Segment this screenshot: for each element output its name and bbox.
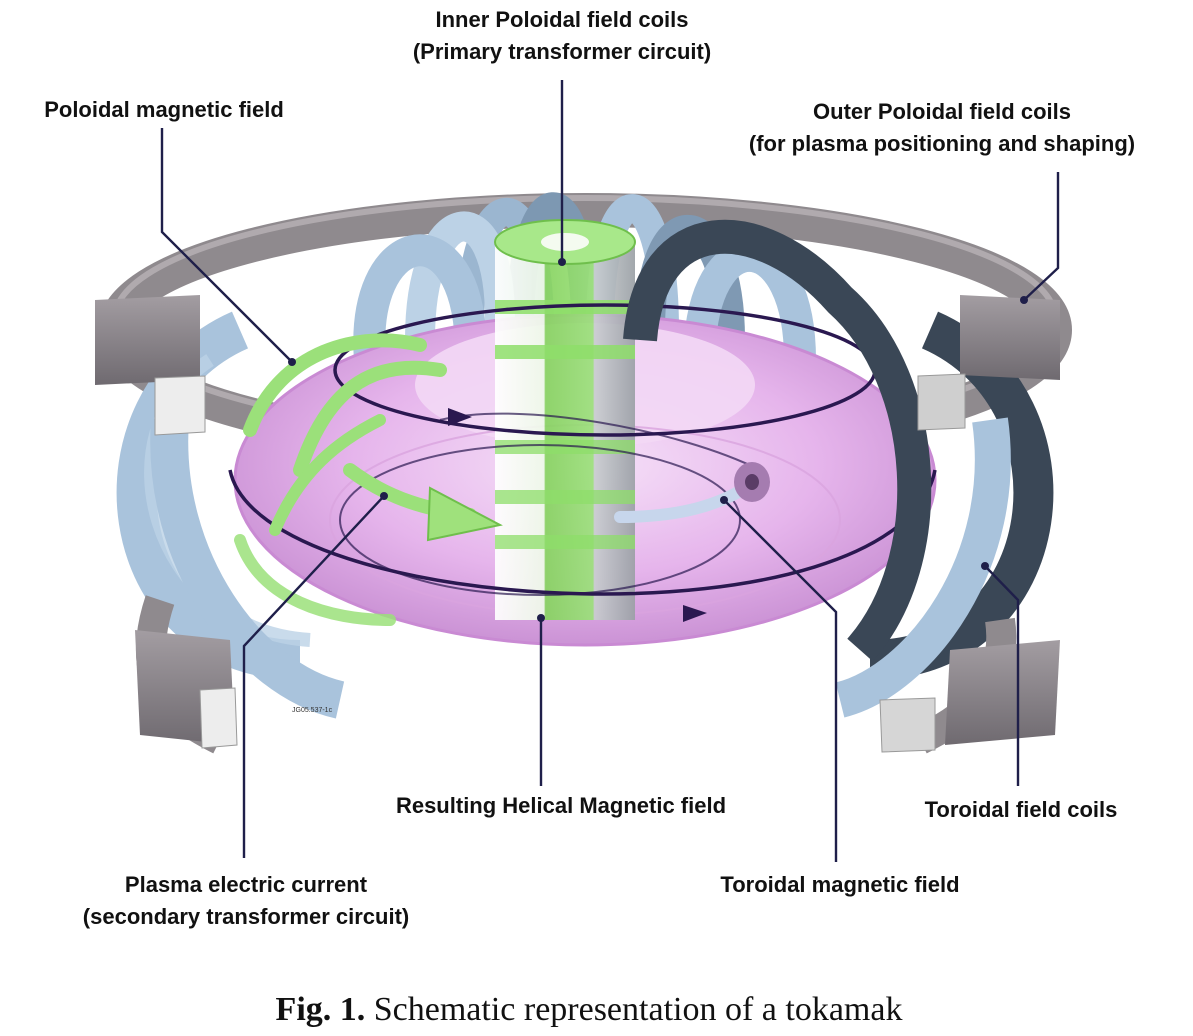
poloidal-coil-block-ends: [95, 295, 1060, 753]
leader-plasma-current: [242, 495, 385, 858]
leader-dot-toroidal-coils: [981, 562, 989, 570]
central-solenoid: [494, 219, 636, 620]
label-poloidal-field: Poloidal magnetic field: [44, 97, 284, 122]
leader-outer-poloidal: [1023, 172, 1060, 301]
poloidal-field-arrowhead: [426, 486, 503, 542]
toroidal-field-indicator: [614, 462, 770, 523]
leader-dot-inner-poloidal: [558, 258, 566, 266]
label-helical-field: Resulting Helical Magnetic field: [396, 793, 726, 818]
label-inner-poloidal-line1: Inner Poloidal field coils: [435, 7, 688, 32]
leader-toroidal-coils: [984, 565, 1020, 786]
leader-dot-plasma-current: [380, 492, 388, 500]
leader-lines: [160, 80, 1060, 862]
label-toroidal-coils: Toroidal field coils: [925, 797, 1118, 822]
figure-caption: Fig. 1. Schematic representation of a to…: [276, 991, 903, 1028]
leader-toroidal-field: [723, 499, 838, 862]
leader-dot-poloidal-field: [288, 358, 296, 366]
label-outer-poloidal-line1: Outer Poloidal field coils: [813, 99, 1071, 124]
helical-field-arrowheads: [448, 408, 707, 622]
label-outer-poloidal-line2: (for plasma positioning and shaping): [749, 131, 1135, 156]
image-code: JG05.537-1c: [292, 707, 333, 714]
label-inner-poloidal-line2: (Primary transformer circuit): [413, 39, 711, 64]
leader-dot-toroidal-field: [720, 496, 728, 504]
diagram-labels: Inner Poloidal field coils (Primary tran…: [44, 7, 1135, 929]
figure-caption-text: Schematic representation of a tokamak: [365, 991, 902, 1028]
leader-poloidal-field: [160, 128, 293, 363]
leader-dot-helical-field: [537, 614, 545, 622]
label-plasma-current-line2: (secondary transformer circuit): [83, 904, 409, 929]
label-plasma-current-line1: Plasma electric current: [125, 872, 368, 897]
leader-dot-outer-poloidal: [1020, 296, 1028, 304]
figure-caption-prefix: Fig. 1.: [276, 991, 366, 1028]
label-toroidal-field: Toroidal magnetic field: [720, 872, 959, 897]
